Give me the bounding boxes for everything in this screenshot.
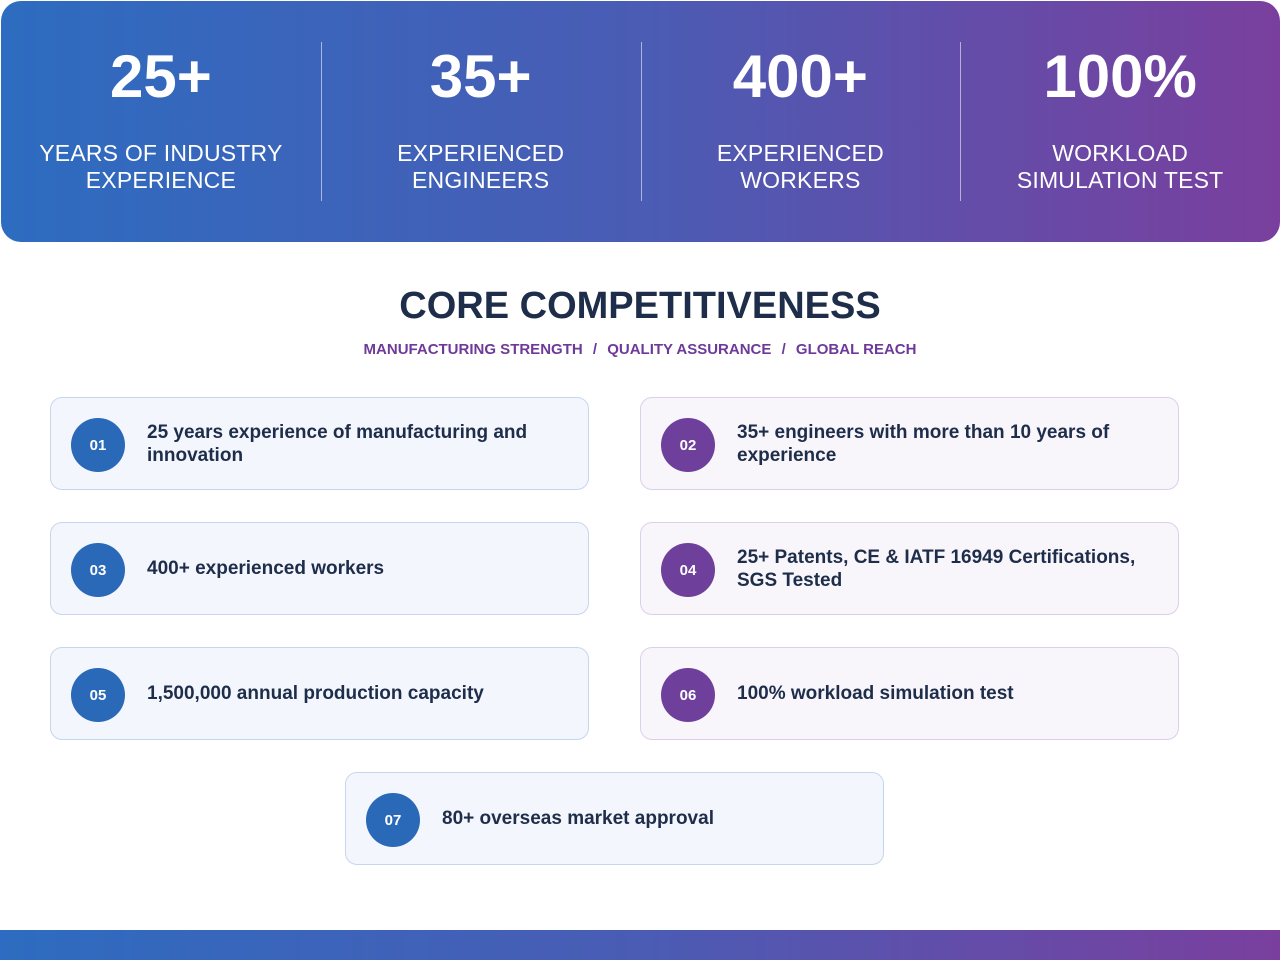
number-badge: 06 bbox=[661, 668, 715, 722]
feature-text: 80+ overseas market approval bbox=[442, 808, 714, 829]
subtitle-separator: / bbox=[592, 341, 598, 358]
stat-workload: 100% WORKLOAD SIMULATION TEST bbox=[960, 1, 1280, 242]
number-badge: 04 bbox=[661, 543, 715, 597]
feature-card-05: 05 1,500,000 annual production capacity bbox=[50, 647, 589, 740]
stat-years: 25+ YEARS OF INDUSTRY EXPERIENCE bbox=[1, 1, 321, 242]
stat-label: YEARS OF INDUSTRY EXPERIENCE bbox=[1, 140, 321, 194]
number-badge: 03 bbox=[71, 543, 125, 597]
stat-engineers: 35+ EXPERIENCED ENGINEERS bbox=[320, 1, 641, 242]
stat-value: 35+ bbox=[429, 43, 532, 110]
subtitle-separator: / bbox=[781, 341, 786, 358]
stat-value: 400+ bbox=[732, 43, 868, 110]
feature-text: 25+ Patents, CE & IATF 16949 Certificati… bbox=[737, 546, 1136, 591]
footer-gradient-bar bbox=[0, 930, 1280, 960]
stat-label-line: SIMULATION TEST bbox=[1016, 167, 1224, 193]
stat-label-line: YEARS OF INDUSTRY bbox=[39, 140, 283, 166]
feature-text: 1,500,000 annual production capacity bbox=[147, 683, 484, 704]
stat-label-line: ENGINEERS bbox=[411, 167, 550, 193]
feature-text: 25 years experience of manufacturing and… bbox=[147, 421, 528, 466]
stat-value: 100% bbox=[1043, 43, 1197, 110]
stat-label-line: EXPERIENCED bbox=[397, 140, 565, 166]
feature-card-07: 07 80+ overseas market approval bbox=[345, 772, 884, 865]
subtitle-part: GLOBAL REACH bbox=[795, 341, 917, 358]
feature-text: 35+ engineers with more than 10 years of… bbox=[737, 421, 1110, 466]
section-subtitle: MANUFACTURING STRENGTH / QUALITY ASSURAN… bbox=[0, 341, 1280, 359]
subtitle-part: MANUFACTURING STRENGTH bbox=[363, 341, 583, 358]
feature-card-01: 01 25 years experience of manufacturing … bbox=[50, 397, 589, 490]
feature-text: 100% workload simulation test bbox=[737, 683, 1014, 704]
stat-workers: 400+ EXPERIENCED WORKERS bbox=[640, 1, 961, 242]
stat-label: EXPERIENCED ENGINEERS bbox=[321, 140, 641, 194]
stat-label-line: WORKERS bbox=[740, 167, 861, 193]
feature-card-06: 06 100% workload simulation test bbox=[640, 647, 1179, 740]
stat-label: WORKLOAD SIMULATION TEST bbox=[960, 140, 1280, 194]
subtitle-part: QUALITY ASSURANCE bbox=[607, 341, 772, 358]
stat-label-line: EXPERIENCE bbox=[85, 167, 236, 193]
stats-banner: 25+ YEARS OF INDUSTRY EXPERIENCE 35+ EXP… bbox=[1, 1, 1280, 242]
number-badge: 07 bbox=[366, 793, 420, 847]
section-title: CORE COMPETITIVENESS bbox=[399, 285, 881, 327]
feature-text: 400+ experienced workers bbox=[147, 558, 385, 579]
stat-label-line: WORKLOAD bbox=[1052, 140, 1189, 166]
feature-card-04: 04 25+ Patents, CE & IATF 16949 Certific… bbox=[640, 522, 1179, 615]
number-badge: 02 bbox=[661, 418, 715, 472]
number-badge: 05 bbox=[71, 668, 125, 722]
feature-card-02: 02 35+ engineers with more than 10 years… bbox=[640, 397, 1179, 490]
stat-value: 25+ bbox=[109, 43, 212, 110]
feature-card-03: 03 400+ experienced workers bbox=[50, 522, 589, 615]
stat-label-line: EXPERIENCED bbox=[716, 140, 884, 166]
number-badge: 01 bbox=[71, 418, 125, 472]
stat-label: EXPERIENCED WORKERS bbox=[641, 140, 961, 194]
